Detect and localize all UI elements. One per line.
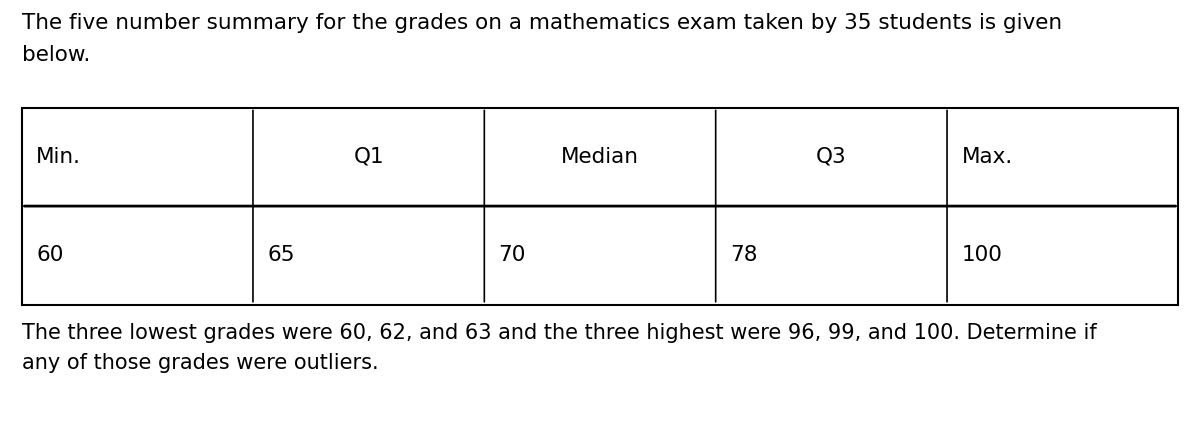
Text: Max.: Max.: [961, 147, 1013, 167]
Text: 60: 60: [36, 246, 64, 265]
Text: 70: 70: [499, 246, 526, 265]
Text: The five number summary for the grades on a mathematics exam taken by 35 student: The five number summary for the grades o…: [22, 13, 1062, 34]
Text: any of those grades were outliers.: any of those grades were outliers.: [22, 353, 378, 373]
Text: 78: 78: [730, 246, 757, 265]
Text: Min.: Min.: [36, 147, 82, 167]
Bar: [22, 108, 1178, 305]
Text: below.: below.: [22, 45, 90, 65]
Text: Q3: Q3: [816, 147, 847, 167]
Text: Median: Median: [562, 147, 640, 167]
Text: The three lowest grades were 60, 62, and 63 and the three highest were 96, 99, a: The three lowest grades were 60, 62, and…: [22, 323, 1097, 343]
Text: 65: 65: [268, 246, 295, 265]
Text: Q1: Q1: [353, 147, 384, 167]
Text: 100: 100: [961, 246, 1002, 265]
